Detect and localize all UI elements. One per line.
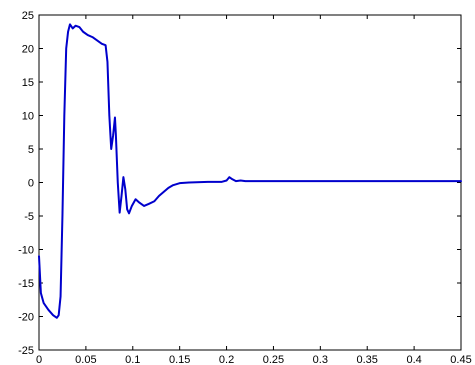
x-tick-label: 0 bbox=[36, 354, 42, 365]
y-tick-label: 0 bbox=[28, 178, 34, 190]
y-tick-label: -20 bbox=[18, 312, 34, 324]
y-tick-label: -25 bbox=[18, 345, 34, 357]
y-tick-label: 5 bbox=[28, 144, 34, 156]
y-tick-label: -15 bbox=[18, 278, 34, 290]
x-tick-label: 0.25 bbox=[263, 354, 284, 365]
y-tick-label: -10 bbox=[18, 245, 34, 257]
x-axis: 0 0.05 0.1 0.15 0.2 0.25 0.3 0.35 0.4 0.45 bbox=[36, 15, 472, 365]
x-tick-label: 0.15 bbox=[169, 354, 190, 365]
y-axis: -25 -20 -15 -10 -5 0 5 10 15 20 25 bbox=[18, 10, 461, 357]
series-line-1 bbox=[38, 23, 462, 319]
x-tick-label: 0.35 bbox=[357, 354, 378, 365]
series-layer bbox=[38, 23, 462, 319]
x-tick-label: 0.3 bbox=[313, 354, 328, 365]
x-tick-label: 0.2 bbox=[219, 354, 234, 365]
y-tick-label: 25 bbox=[22, 10, 34, 22]
y-tick-label: 10 bbox=[22, 111, 34, 123]
x-tick-label: 0.4 bbox=[406, 354, 421, 365]
y-tick-label: -5 bbox=[24, 211, 34, 223]
plot-area bbox=[38, 14, 462, 351]
y-tick-label: 15 bbox=[22, 77, 34, 89]
x-tick-label: 0.05 bbox=[75, 354, 96, 365]
x-tick-label: 0.45 bbox=[450, 354, 471, 365]
y-tick-label: 20 bbox=[22, 44, 34, 56]
x-tick-label: 0.1 bbox=[125, 354, 140, 365]
